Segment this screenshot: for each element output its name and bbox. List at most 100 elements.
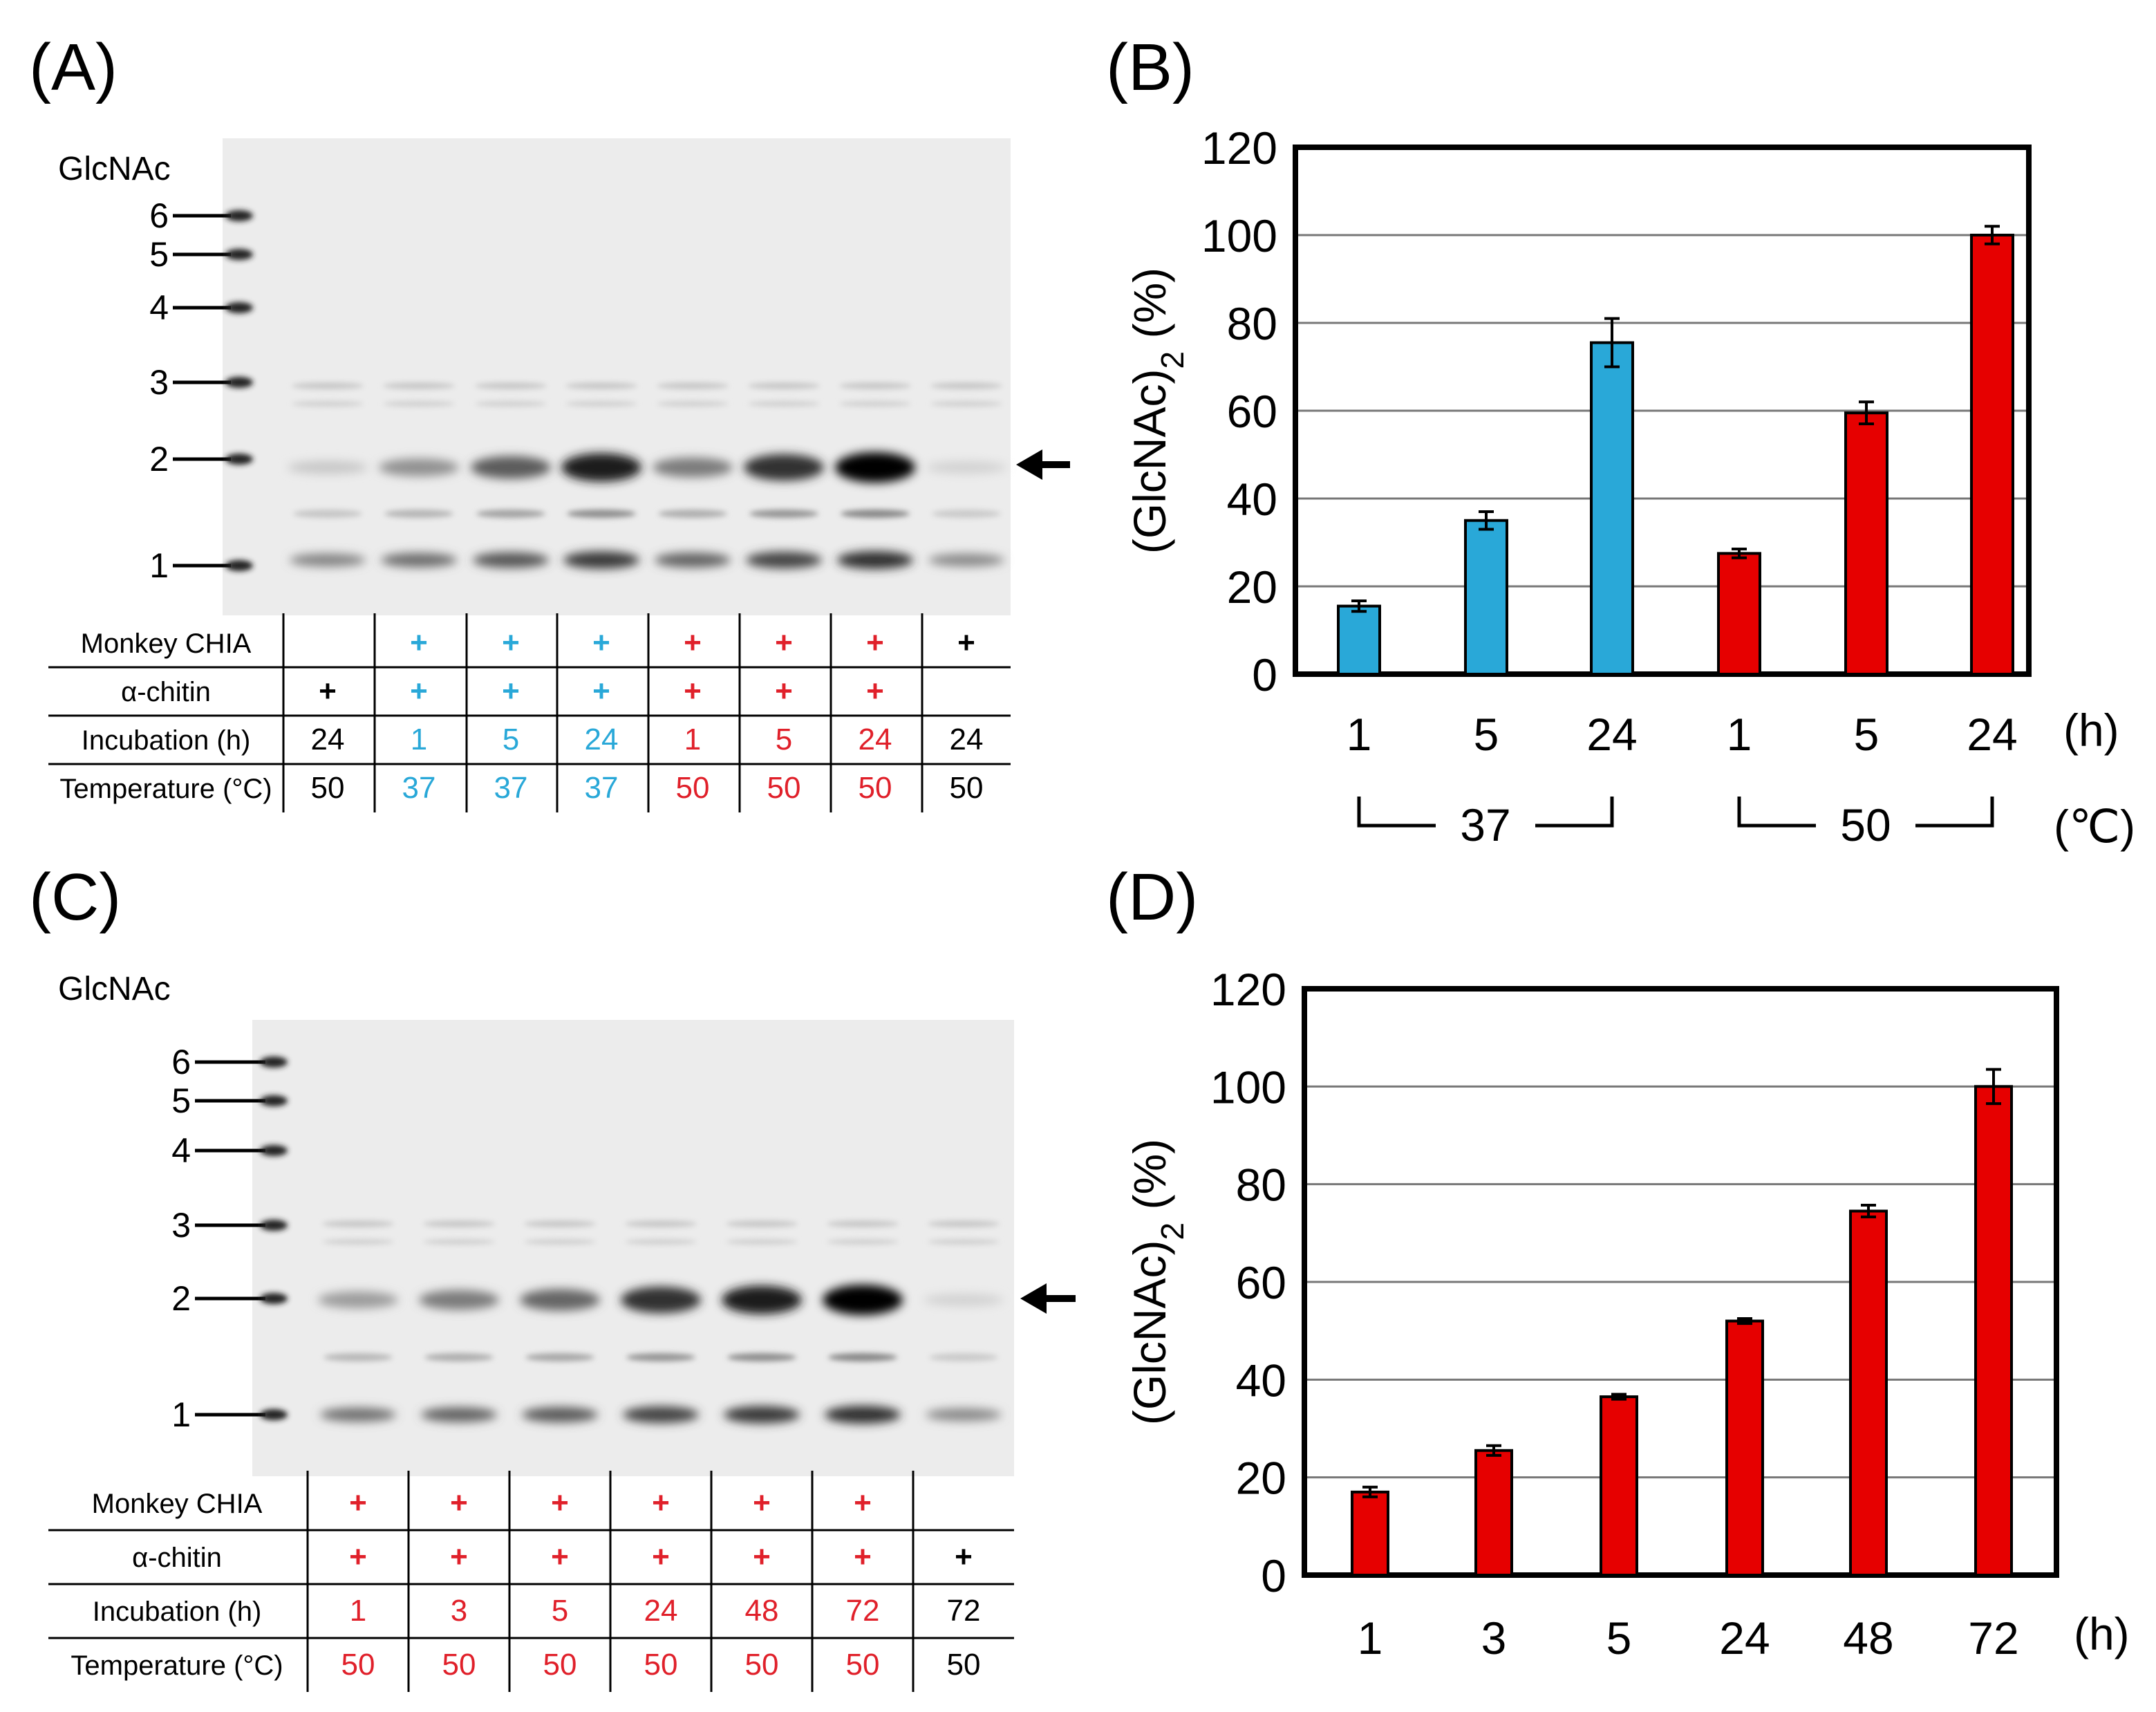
table-cell: + xyxy=(551,1540,569,1574)
marker-label: 6 xyxy=(149,196,169,235)
band-intermediate xyxy=(749,510,818,518)
table-cell: 48 xyxy=(745,1594,779,1628)
y-axis-label-unit: (%) xyxy=(1124,268,1175,351)
band-glcnac3 xyxy=(423,1220,495,1227)
plot-frame xyxy=(1293,145,2032,677)
band-glcnac2 xyxy=(823,1285,903,1315)
bar xyxy=(1974,1085,2013,1577)
table-cell: 50 xyxy=(543,1648,577,1682)
band-glcnac1 xyxy=(746,551,822,569)
panel-a-condition-table: Monkey CHIA + + + + + + + α-chitin + + + + + + + Incubat… xyxy=(48,613,1011,812)
band-glcnac3 xyxy=(827,1220,899,1227)
band-glcnac2 xyxy=(318,1291,398,1309)
band-glcnac1 xyxy=(522,1406,598,1423)
gel-lane xyxy=(744,382,824,569)
panel-a-label: (A) xyxy=(29,30,118,104)
table-cell: 50 xyxy=(846,1648,880,1682)
band-intermediate xyxy=(424,1353,494,1361)
marker-band xyxy=(260,1057,288,1068)
x-tick-label: 5 xyxy=(1854,709,1880,760)
band-glcnac2 xyxy=(924,1294,1004,1306)
panel-d-chart: (D) 0 20 40 60 80 100 120 1 3 5 24 48 72 (h) (GlcNAc)2… xyxy=(1106,860,2130,1664)
table-cell: 50 xyxy=(767,771,801,805)
band-glcnac3b xyxy=(827,1239,899,1245)
gel-lane xyxy=(653,382,733,568)
table-cell: + xyxy=(753,1486,771,1520)
row-label: Temperature (°C) xyxy=(59,774,272,804)
band-glcnac3 xyxy=(930,382,1002,389)
table-cell: + xyxy=(349,1540,367,1574)
table-cell: 5 xyxy=(776,723,792,756)
marker-label: 4 xyxy=(171,1131,191,1170)
band-glcnac2 xyxy=(744,454,824,481)
band-glcnac3 xyxy=(625,1220,697,1227)
band-intermediate xyxy=(828,1353,897,1361)
band-glcnac3 xyxy=(748,382,820,389)
band-glcnac3b xyxy=(524,1239,596,1245)
table-cell: + xyxy=(502,674,520,708)
table-cell: 5 xyxy=(503,723,519,756)
row-label: α-chitin xyxy=(132,1543,222,1573)
table-cell: + xyxy=(410,626,428,660)
x-axis-unit: (h) xyxy=(2074,1608,2130,1659)
band-glcnac2 xyxy=(621,1286,701,1314)
panel-c-marker-title: GlcNAc xyxy=(58,971,171,1007)
band-glcnac3 xyxy=(475,382,547,389)
band-glcnac1 xyxy=(655,552,731,568)
row-label: Temperature (°C) xyxy=(71,1650,283,1681)
y-tick-label: 0 xyxy=(1261,1550,1286,1601)
group-bracket xyxy=(1737,797,1994,828)
y-tick-label: 100 xyxy=(1210,1061,1286,1113)
table-cell: 1 xyxy=(684,723,701,756)
panel-a-arrow-icon xyxy=(1016,449,1070,480)
band-glcnac1 xyxy=(623,1406,699,1424)
y-axis-label-main: (GlcNAc) xyxy=(1124,369,1175,554)
table-cell: 37 xyxy=(402,771,436,805)
table-cell: + xyxy=(684,674,702,708)
table-cell: + xyxy=(753,1540,771,1574)
band-intermediate xyxy=(929,1353,998,1361)
bar xyxy=(1590,341,1634,676)
bar xyxy=(1844,411,1888,676)
table-cell: 50 xyxy=(859,771,892,805)
band-glcnac3b xyxy=(625,1239,697,1245)
x-tick-label: 24 xyxy=(1586,709,1637,760)
band-glcnac1 xyxy=(825,1406,901,1424)
y-tick-label: 20 xyxy=(1227,561,1277,613)
table-cell: + xyxy=(854,1486,872,1520)
band-glcnac2 xyxy=(288,460,368,474)
panel-b-chart: (B) 0 20 40 60 80 100 120 1 5 24 1 5 24 (h) (GlcNAc)2 … xyxy=(1106,30,2135,852)
x-tick-label: 24 xyxy=(1719,1612,1770,1664)
table-cell: + xyxy=(349,1486,367,1520)
band-glcnac2 xyxy=(520,1289,600,1311)
table-cell: + xyxy=(955,1540,973,1574)
panel-c-marker-ladder: 65 4 3 2 1 xyxy=(171,1043,288,1434)
table-cell: + xyxy=(592,626,610,660)
y-tick-label: 60 xyxy=(1227,386,1277,437)
band-glcnac3b xyxy=(928,1239,1000,1245)
band-glcnac3b xyxy=(839,401,911,407)
y-axis-label-subscript: 2 xyxy=(1154,1222,1190,1240)
gel-lane xyxy=(379,382,459,568)
y-tick-label: 120 xyxy=(1201,122,1277,174)
table-cell: 72 xyxy=(846,1594,880,1628)
band-glcnac3 xyxy=(383,382,455,389)
bar xyxy=(1849,1209,1888,1576)
marker-label: 1 xyxy=(149,546,169,585)
table-cell: + xyxy=(866,674,884,708)
bar xyxy=(1717,552,1761,676)
gel-lane xyxy=(288,382,368,567)
table-cell: 24 xyxy=(859,723,892,756)
row-label: Incubation (h) xyxy=(93,1597,262,1627)
band-glcnac3b xyxy=(292,401,364,407)
table-cell: + xyxy=(684,626,702,660)
band-intermediate xyxy=(727,1353,796,1361)
band-glcnac3 xyxy=(726,1220,798,1227)
band-glcnac3b xyxy=(930,401,1002,407)
table-cell: 1 xyxy=(411,723,427,756)
gel-lane xyxy=(520,1220,600,1423)
panel-a-marker-ladder: 65 4 3 2 1 xyxy=(149,196,253,585)
band-glcnac1 xyxy=(563,551,639,569)
